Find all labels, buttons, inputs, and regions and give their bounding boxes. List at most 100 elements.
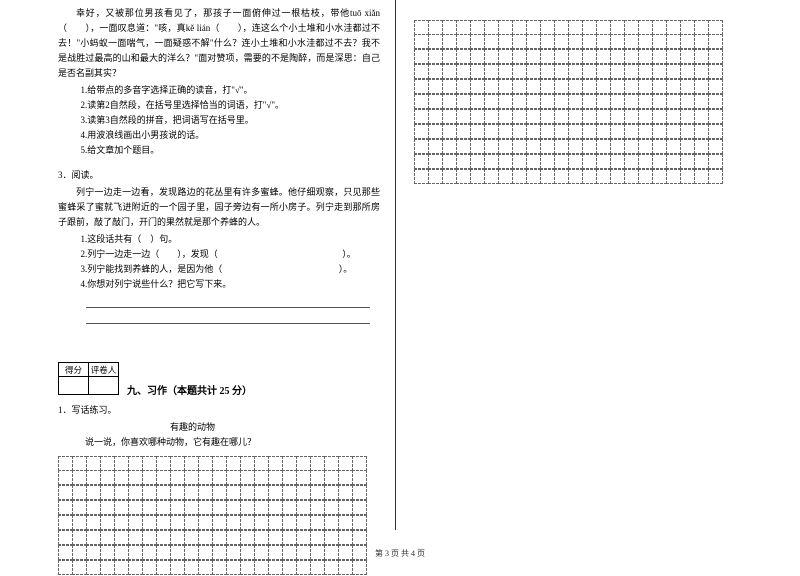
grid-cell [338,456,353,471]
grid-cell [554,109,569,124]
grid-cell [708,139,723,154]
grid-cell [296,500,311,515]
grid-cell [568,139,583,154]
left-column: 幸好，又被那位男孩看见了，那孩子一面俯伸过一根枯枝，带他tuō xiǎn（ ），… [58,6,380,576]
grid-cell [296,560,311,575]
grid-cell [142,470,157,485]
passage1-text: 幸好，又被那位男孩看见了，那孩子一面俯伸过一根枯枝，带他tuō xiǎn（ ），… [58,6,380,81]
grid-cell [212,485,227,500]
grid-cell [114,530,129,545]
grid-cell [100,470,115,485]
grid-cell [666,139,681,154]
grid-cell [540,124,555,139]
grid-cell [596,109,611,124]
grid-cell [568,169,583,184]
grid-cell [456,64,471,79]
grid-cell [114,485,129,500]
grid-cell [624,64,639,79]
grid-cell [456,169,471,184]
item3-label: 3．阅读。 [58,168,380,183]
grid-cell [638,20,653,35]
grid-cell [72,515,87,530]
grid-cell [442,64,457,79]
grid-cell [442,124,457,139]
grid-cell [156,515,171,530]
grid-cell [442,79,457,94]
grid-cell [456,154,471,169]
grid-cell [666,34,681,49]
grid-cell [694,124,709,139]
grid-cell [240,500,255,515]
grid-cell [86,500,101,515]
grid-cell [212,470,227,485]
grid-cell [526,109,541,124]
page-footer: 第 3 页 共 4 页 [0,548,800,559]
grid-cell [512,79,527,94]
grid-cell [324,530,339,545]
grid-cell [680,139,695,154]
grid-cell [310,456,325,471]
grid-cell [610,109,625,124]
grid-cell [198,500,213,515]
grid-cell [338,470,353,485]
grid-cell [156,530,171,545]
grid-cell [666,79,681,94]
grid-cell [652,49,667,64]
grid-cell [610,154,625,169]
grid-cell [470,154,485,169]
grid-cell [582,94,597,109]
grid-cell [156,470,171,485]
grid-cell [568,124,583,139]
grid-cell [526,34,541,49]
grid-cell [708,154,723,169]
grid-cell [624,20,639,35]
grid-cell [72,500,87,515]
grid-cell [568,79,583,94]
grid-cell [72,470,87,485]
grid-cell [414,79,429,94]
grid-cell [554,154,569,169]
grid-cell [198,560,213,575]
grid-cell [540,94,555,109]
grid-cell [708,109,723,124]
grid-cell [414,64,429,79]
grid-cell [526,49,541,64]
grid-cell [296,515,311,530]
grid-cell [282,485,297,500]
grid-cell [470,79,485,94]
grid-cell [610,20,625,35]
grid-cell [568,49,583,64]
grid-cell [666,49,681,64]
grid-cell [512,109,527,124]
grid-cell [128,530,143,545]
grid-cell [498,94,513,109]
grid-cell [442,154,457,169]
grid-cell [296,470,311,485]
grid-cell [254,500,269,515]
grid-cell [128,485,143,500]
grid-cell [58,470,73,485]
grid-cell [498,34,513,49]
grid-cell [540,49,555,64]
grid-cell [624,94,639,109]
grid-cell [114,456,129,471]
grid-cell [184,515,199,530]
grid-cell [128,560,143,575]
grid-cell [198,515,213,530]
grid-row [414,140,736,155]
grid-cell [428,124,443,139]
grid-cell [582,124,597,139]
grid-cell [568,20,583,35]
grid-cell [470,169,485,184]
grid-cell [324,485,339,500]
grid-cell [624,109,639,124]
grid-cell [240,470,255,485]
grid-cell [428,34,443,49]
grid-cell [638,154,653,169]
grid-cell [610,64,625,79]
grid-cell [708,49,723,64]
grid-cell [310,515,325,530]
grid-row [58,561,380,576]
grid-cell [554,169,569,184]
grid-cell [484,109,499,124]
